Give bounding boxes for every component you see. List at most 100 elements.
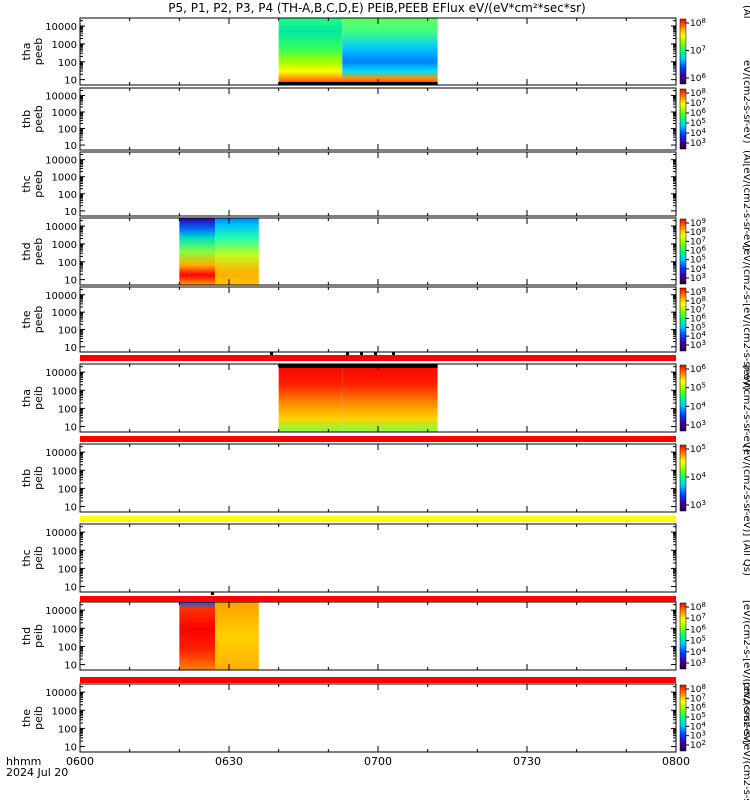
- y-tick-label: 100: [58, 564, 77, 575]
- panel-label-probe: tha: [20, 42, 33, 60]
- y-tick-label: 100: [58, 724, 77, 735]
- flag-mark: [211, 592, 214, 595]
- y-tick-label: 10000: [45, 22, 77, 33]
- panel-label-probe: thb: [20, 469, 33, 487]
- colorbar-title-7: [eV/(cm2-s-[eV/(cm2-s-sr-eV): [741, 600, 750, 746]
- panel-label-product: peib: [32, 386, 45, 410]
- panel-tha-peeb: 10 100 1000 10000 tha peeb 106 107 108: [20, 17, 706, 87]
- spectrogram-block: [278, 18, 343, 85]
- colorbar-tick-label: 105: [690, 382, 706, 394]
- y-tick-label: 10: [64, 76, 77, 87]
- colorbar: [679, 364, 687, 432]
- panel-frame: [79, 286, 677, 353]
- y-tick-label: 1000: [52, 624, 77, 635]
- panel-label-product: peib: [32, 624, 45, 648]
- colorbar-tick-label: 108: [690, 17, 706, 29]
- panel-label-probe: thc: [20, 175, 33, 192]
- flag-mark: [374, 352, 377, 355]
- y-tick-label: 1000: [52, 173, 77, 184]
- panel-frame: [79, 523, 677, 593]
- panel-frame: [79, 601, 677, 671]
- flag-mark: [270, 352, 273, 355]
- panel-frame: [79, 443, 677, 513]
- fill-gap-strip: [278, 82, 438, 85]
- quality-flag-bar: [80, 436, 676, 442]
- panel-label-probe: the: [20, 310, 33, 328]
- panel-label-product: peib: [32, 466, 45, 490]
- colorbar: [679, 88, 687, 150]
- colorbar-tick-label: 105: [690, 635, 706, 647]
- quality-flag-bar: [80, 677, 676, 683]
- panel-thc-peib: 10 100 1000 10000 thc peib: [20, 523, 677, 594]
- colorbar: [679, 18, 687, 85]
- panel-frame: [79, 151, 677, 217]
- y-tick-label: 100: [58, 484, 77, 495]
- panel-label-probe: thd: [20, 242, 33, 260]
- x-tick-label: 0730: [513, 755, 541, 768]
- y-tick-label: 10000: [45, 528, 77, 539]
- y-tick-label: 10: [64, 661, 77, 672]
- colorbar-tick-label: 108: [690, 601, 706, 613]
- y-tick-label: 100: [58, 258, 77, 269]
- flag-mark: [346, 352, 349, 355]
- colorbar-tick-label: 103: [690, 657, 706, 669]
- panel-frame: [79, 683, 677, 753]
- spectrogram-block: [179, 218, 216, 285]
- y-tick-label: 10000: [45, 688, 77, 699]
- colorbar-tick-label: 106: [690, 623, 706, 635]
- flag-mark: [392, 352, 395, 355]
- y-tick-label: 10000: [45, 368, 77, 379]
- spectrogram-block: [215, 602, 259, 670]
- figure-title: P5, P1, P2, P3, P4 (TH-A,B,C,D,E) PEIB,P…: [168, 1, 585, 15]
- colorbar-tick-label: 106: [690, 363, 706, 375]
- colorbar-title-1: (Al: [741, 5, 750, 19]
- colorbar-tick-label: 107: [690, 612, 706, 624]
- y-tick-label: 10000: [45, 448, 77, 459]
- y-tick-label: 10000: [45, 91, 77, 102]
- y-tick-label: 100: [58, 125, 77, 136]
- colorbar-title-8: [eV/(cm2-s-[eV/(cm2-s-sr-eV): [741, 682, 750, 800]
- y-tick-label: 10000: [45, 291, 77, 302]
- colorbar-tick-label: 104: [690, 400, 706, 412]
- spectrogram-block: [215, 218, 259, 285]
- panel-label-product: peeb: [32, 238, 45, 266]
- panel-tha-peib: 10 100 1000 10000 tha peib 103 104 105 106: [20, 363, 706, 434]
- y-tick-label: 10: [64, 743, 77, 754]
- panel-label-product: peeb: [32, 105, 45, 133]
- flag-mark: [360, 352, 363, 355]
- colorbar-title-3: (Al[eV/(cm2-s-sr-eV): [741, 150, 750, 251]
- panel-frame: [79, 217, 677, 286]
- colorbar: [679, 684, 687, 752]
- y-tick-label: 10: [64, 276, 77, 287]
- colorbar-title-4: [eV/(cm2-s-[eV/(cm2-s-sr-eV): [741, 245, 750, 391]
- panel-label-probe: thc: [20, 549, 33, 566]
- panel-thc-peeb: 10 100 1000 10000 thc peeb: [20, 151, 677, 218]
- panel-label-product: peib: [32, 706, 45, 730]
- y-tick-label: 10000: [45, 222, 77, 233]
- y-tick-label: 1000: [52, 40, 77, 51]
- spectrogram-block: [342, 364, 438, 432]
- panel-label-product: peeb: [32, 170, 45, 198]
- y-tick-label: 1000: [52, 386, 77, 397]
- quality-flag-bar: [80, 596, 676, 602]
- panel-label-probe: the: [20, 709, 33, 727]
- colorbar-title-2: eV/(cm2-s-sr-eV): [741, 60, 750, 144]
- y-tick-label: 100: [58, 190, 77, 201]
- colorbar-tick-label: 104: [690, 471, 706, 483]
- y-tick-label: 1000: [52, 466, 77, 477]
- spectrogram-block: [179, 602, 216, 670]
- quality-flag-bar: [80, 516, 676, 522]
- colorbar: [679, 444, 687, 512]
- panel-label-product: peeb: [32, 306, 45, 334]
- x-tick-label: 0600: [66, 755, 94, 768]
- fill-gap-strip: [278, 364, 438, 368]
- colorbar-tick-label: 104: [690, 646, 706, 658]
- panel-label-probe: thb: [20, 110, 33, 128]
- y-tick-label: 10: [64, 207, 77, 218]
- y-tick-label: 10: [64, 343, 77, 354]
